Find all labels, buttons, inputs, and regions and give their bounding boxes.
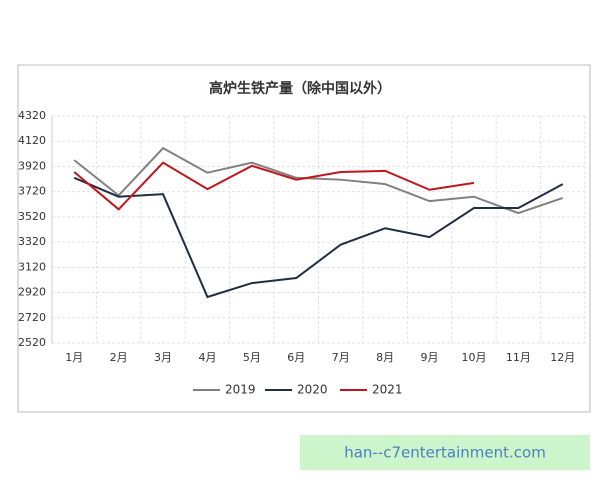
y-tick-label: 2720: [18, 311, 46, 324]
y-tick-label: 3720: [18, 185, 46, 198]
y-tick-label: 3120: [18, 260, 46, 273]
legend-label: 2019: [225, 383, 256, 397]
legend-label: 2020: [297, 383, 328, 397]
x-tick-label: 10月: [461, 351, 486, 364]
series-line: [73, 146, 564, 215]
chart-title: 高炉生铁产量（除中国以外）: [209, 80, 391, 97]
x-tick-label: 8月: [376, 351, 394, 364]
x-tick-label: 5月: [243, 351, 261, 364]
y-tick-label: 2520: [18, 336, 46, 349]
series-line: [73, 176, 564, 299]
x-tick-label: 2月: [110, 351, 128, 364]
y-tick-label: 3520: [18, 210, 46, 223]
x-tick-label: 7月: [332, 351, 350, 364]
y-tick-label: 4320: [18, 109, 46, 122]
x-tick-label: 9月: [421, 351, 439, 364]
x-tick-label: 4月: [198, 351, 216, 364]
chart-frame: [17, 64, 591, 413]
legend-label: 2021: [372, 383, 403, 397]
x-tick-label: 3月: [154, 351, 172, 364]
watermark-box: [300, 435, 590, 470]
y-tick-label: 4120: [18, 134, 46, 147]
x-tick-label: 1月: [65, 351, 83, 364]
x-tick-label: 12月: [550, 351, 575, 364]
x-tick-label: 6月: [287, 351, 305, 364]
y-tick-label: 3920: [18, 159, 46, 172]
y-tick-label: 2920: [18, 286, 46, 299]
x-tick-label: 11月: [506, 351, 531, 364]
series-line: [73, 161, 475, 211]
watermark: han--c7entertainment.com: [344, 444, 546, 462]
y-tick-label: 3320: [18, 235, 46, 248]
